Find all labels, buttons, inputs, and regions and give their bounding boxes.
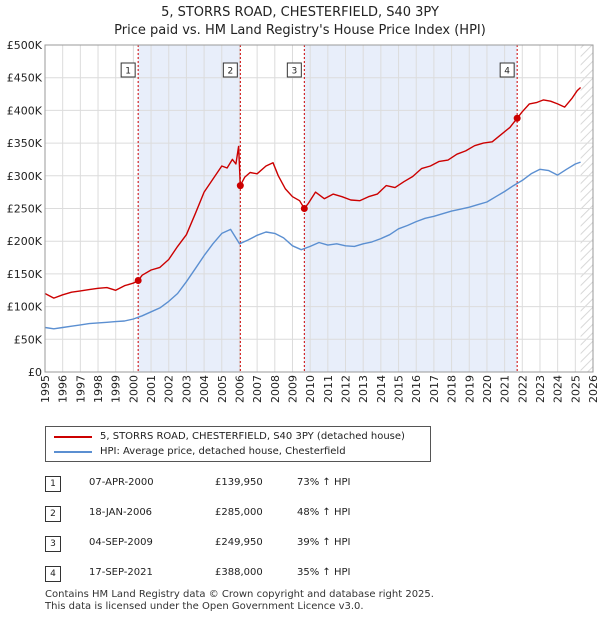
x-tick-label: 2024 — [552, 375, 565, 403]
y-tick-label: £300K — [7, 170, 43, 183]
x-tick-label: 2021 — [499, 375, 512, 403]
table-row: 2 18-JAN-2006 £285,000 48% ↑ HPI — [45, 506, 445, 522]
legend-label-property: 5, STORRS ROAD, CHESTERFIELD, S40 3PY (d… — [100, 431, 405, 442]
y-tick-label: £500K — [7, 39, 43, 52]
transaction-date: 07-APR-2000 — [89, 477, 154, 488]
legend: 5, STORRS ROAD, CHESTERFIELD, S40 3PY (d… — [45, 426, 431, 462]
y-tick-label: £150K — [7, 268, 43, 281]
transaction-hpi-change: 35% ↑ HPI — [297, 567, 351, 578]
table-row: 4 17-SEP-2021 £388,000 35% ↑ HPI — [45, 566, 445, 582]
sale-number-label: 2 — [227, 67, 233, 77]
chart-title-block: 5, STORRS ROAD, CHESTERFIELD, S40 3PY Pr… — [0, 4, 600, 40]
footer-copyright: Contains HM Land Registry data © Crown c… — [45, 589, 434, 600]
transaction-price: £139,950 — [215, 477, 263, 488]
x-tick-label: 2003 — [180, 375, 193, 403]
transaction-hpi-change: 73% ↑ HPI — [297, 477, 351, 488]
table-row: 3 04-SEP-2009 £249,950 39% ↑ HPI — [45, 536, 445, 552]
footer-attribution: Contains HM Land Registry data © Crown c… — [45, 589, 434, 613]
x-tick-label: 2016 — [410, 375, 423, 403]
y-tick-label: £450K — [7, 72, 43, 85]
transaction-price: £285,000 — [215, 507, 263, 518]
transaction-hpi-change: 39% ↑ HPI — [297, 537, 351, 548]
x-tick-label: 2017 — [428, 375, 441, 403]
transaction-number-badge: 4 — [45, 566, 61, 582]
x-tick-label: 2009 — [286, 375, 299, 403]
y-tick-label: £200K — [7, 235, 43, 248]
transaction-hpi-change: 48% ↑ HPI — [297, 507, 351, 518]
x-tick-label: 2011 — [322, 375, 335, 403]
x-tick-label: 1995 — [39, 375, 52, 403]
sale-number-box — [222, 62, 238, 78]
sale-number-label: 4 — [504, 67, 510, 77]
sale-number-label: 3 — [291, 67, 297, 77]
y-tick-label: £400K — [7, 104, 43, 117]
x-tick-label: 2001 — [145, 375, 158, 403]
sale-point — [236, 182, 244, 190]
transaction-date: 18-JAN-2006 — [89, 507, 153, 518]
x-tick-label: 2006 — [233, 375, 246, 403]
transaction-date: 04-SEP-2009 — [89, 537, 153, 548]
footer-licence: This data is licensed under the Open Gov… — [45, 601, 364, 612]
hpi-series-line — [44, 161, 581, 330]
x-tick-label: 1998 — [92, 375, 105, 403]
x-tick-label: 1996 — [57, 375, 70, 403]
x-tick-label: 2020 — [481, 375, 494, 403]
transaction-price: £249,950 — [215, 537, 263, 548]
y-tick-label: £350K — [7, 137, 43, 150]
transaction-date: 17-SEP-2021 — [89, 567, 153, 578]
sale-number-box — [120, 62, 136, 78]
x-tick-label: 2015 — [393, 375, 406, 403]
plot-frame — [44, 44, 594, 373]
y-tick-label: £0 — [28, 366, 42, 379]
x-tick-label: 2025 — [569, 375, 582, 403]
sale-number-box — [286, 62, 302, 78]
chart-title: 5, STORRS ROAD, CHESTERFIELD, S40 3PY — [161, 5, 439, 20]
sale-point — [513, 114, 521, 122]
transaction-number-badge: 3 — [45, 536, 61, 552]
x-tick-label: 2013 — [357, 375, 370, 403]
transaction-number-badge: 2 — [45, 506, 61, 522]
x-tick-label: 2002 — [163, 375, 176, 403]
x-tick-label: 2007 — [251, 375, 264, 403]
x-tick-label: 1997 — [74, 375, 87, 403]
x-tick-label: 2019 — [463, 375, 476, 403]
chart-subtitle: Price paid vs. HM Land Registry's House … — [114, 23, 486, 38]
transaction-number-badge: 1 — [45, 476, 61, 492]
x-tick-label: 2026 — [587, 375, 600, 403]
x-tick-label: 1999 — [110, 375, 123, 403]
sale-point — [134, 276, 142, 284]
x-tick-label: 2022 — [516, 375, 529, 403]
legend-swatch-property — [54, 436, 92, 438]
y-tick-label: £100K — [7, 301, 43, 314]
y-tick-label: £50K — [14, 333, 43, 346]
x-tick-label: 2012 — [340, 375, 353, 403]
x-tick-label: 2014 — [375, 375, 388, 403]
x-tick-label: 2000 — [127, 375, 140, 403]
table-row: 1 07-APR-2000 £139,950 73% ↑ HPI — [45, 476, 445, 492]
legend-label-hpi: HPI: Average price, detached house, Ches… — [100, 446, 346, 457]
x-tick-label: 2004 — [198, 375, 211, 403]
x-tick-label: 2023 — [534, 375, 547, 403]
y-tick-label: £250K — [7, 203, 43, 216]
sale-number-box — [499, 62, 515, 78]
sale-point — [300, 205, 308, 213]
x-tick-label: 2018 — [446, 375, 459, 403]
property-series-line — [44, 86, 582, 299]
x-tick-label: 2005 — [216, 375, 229, 403]
price-chart: 1 2 3 4 £0 £50K £100K £150K £200K £250K £300K £350… — [7, 39, 600, 403]
sale-number-label: 1 — [125, 67, 131, 77]
legend-swatch-hpi — [54, 451, 92, 453]
transaction-price: £388,000 — [215, 567, 263, 578]
x-tick-label: 2010 — [304, 375, 317, 403]
x-tick-label: 2008 — [269, 375, 282, 403]
